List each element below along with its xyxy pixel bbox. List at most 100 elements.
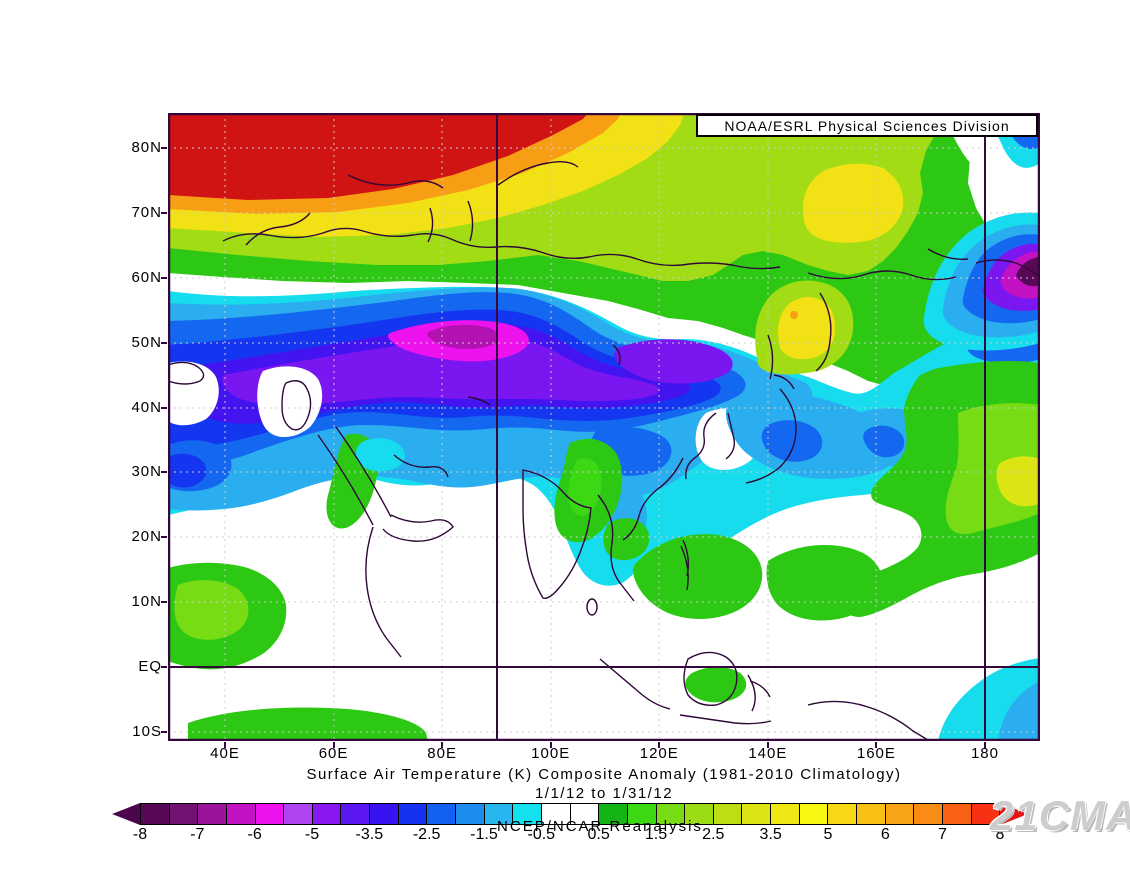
colorbar-label-5: 5 (823, 826, 833, 843)
ytick-mark (161, 601, 167, 604)
colorbar-label--5: -5 (304, 826, 320, 843)
colorbar-cell-22 (771, 804, 800, 824)
colorbar-label-7: 7 (938, 826, 948, 843)
colorbar-cell-7 (341, 804, 371, 824)
anomaly-map (168, 113, 1040, 741)
colorbar-cell-18 (656, 804, 686, 824)
ytick-label-EQ: EQ (138, 658, 162, 676)
alaska-cold-core (923, 212, 1040, 351)
colorbar-cell-24 (828, 804, 858, 824)
ytick-mark (161, 406, 167, 409)
ytick-mark (161, 147, 167, 149)
xtick-label-60E: 60E (318, 745, 349, 762)
colorbar-label--0.5: -0.5 (527, 826, 556, 843)
coastlines (168, 160, 1040, 741)
pacific-warm-blob (841, 361, 1040, 617)
colorbar-cell-9 (398, 804, 428, 824)
grid-lines (168, 113, 1040, 741)
ytick-label-70N: 70N (131, 203, 162, 221)
plot-title: Surface Air Temperature (K) Composite An… (306, 766, 902, 783)
colorbar-label--7: -7 (190, 826, 205, 843)
arabia-cool-patch (356, 438, 406, 472)
map-frame (168, 113, 1040, 741)
reference-lines (168, 113, 1040, 741)
ytick-mark (161, 536, 167, 539)
ytick-mark (161, 341, 167, 344)
colorbar-label--6: -6 (247, 826, 262, 843)
xtick-label-180: 180 (970, 745, 999, 762)
xtick-label-80E: 80E (427, 745, 457, 762)
xtick-mark (658, 742, 661, 748)
colorbar-cell-28 (942, 804, 972, 824)
colorbar-cell-16 (599, 804, 628, 824)
colorbar-cell-21 (742, 804, 772, 824)
colorbar-cell-29 (971, 804, 1000, 824)
xtick-mark (224, 742, 226, 748)
ytick-label-50N: 50N (131, 333, 162, 351)
plot-date-range: 1/1/12 to 1/31/12 (534, 785, 674, 802)
colorbar-cell-10 (427, 804, 457, 824)
colorbar-label-3.5: 3.5 (759, 826, 782, 843)
xtick-mark (875, 742, 878, 748)
colorbar-label-8: 8 (995, 826, 1005, 843)
colorbar-cells (140, 803, 1000, 825)
ytick-mark (161, 471, 167, 474)
colorbar-cell-23 (799, 804, 829, 824)
xtick-mark (766, 742, 769, 748)
colorbar-label-1.5: 1.5 (644, 826, 668, 843)
xtick-mark (332, 742, 335, 748)
colorbar-cell-12 (484, 804, 514, 824)
colorbar-left-arrow-icon (112, 803, 140, 825)
ytick-label-30N: 30N (131, 463, 162, 481)
plot-dataset-label: NCEP/NCAR Reanalysis (497, 818, 703, 835)
xtick-label-160E: 160E (856, 745, 896, 762)
colorbar-cell-5 (284, 804, 313, 824)
colorbar-cell-0 (141, 804, 170, 824)
watermark-21cma: 21CMA (990, 792, 1130, 839)
colorbar-cell-25 (857, 804, 886, 824)
colorbar-label-0.5: 0.5 (587, 826, 610, 843)
colorbar-cell-11 (456, 804, 485, 824)
colorbar-label--2.5: -2.5 (412, 826, 441, 843)
tropical-warm-patches (168, 433, 883, 741)
colorbar-label-2.5: 2.5 (702, 826, 725, 843)
xtick-mark (983, 742, 986, 748)
ytick-mark (161, 730, 167, 733)
colorbar-cell-27 (914, 804, 943, 824)
colorbar-cell-13 (513, 804, 542, 824)
colorbar-right-arrow-icon (1000, 803, 1028, 825)
colorbar-label--1.5: -1.5 (470, 826, 498, 843)
xtick-mark (441, 742, 444, 748)
xtick-label-100E: 100E (531, 745, 571, 762)
ytick-label-10S: 10S (132, 722, 162, 740)
xtick-label-120E: 120E (639, 745, 679, 762)
division-label-box: NOAA/ESRL Physical Sciences Division (696, 114, 1038, 137)
anomaly-map-svg (168, 113, 1040, 741)
ytick-mark (161, 211, 167, 214)
colorbar-cell-2 (198, 804, 227, 824)
colorbar-label--3.5: -3.5 (355, 826, 384, 843)
colorbar-cell-6 (312, 804, 342, 824)
colorbar-cell-4 (255, 804, 285, 824)
colorbar-cell-1 (169, 804, 199, 824)
xtick-label-40E: 40E (210, 745, 240, 762)
ytick-label-20N: 20N (131, 528, 162, 546)
ytick-label-40N: 40N (131, 398, 162, 416)
cold-anomaly-region (168, 286, 1040, 586)
colorbar-cell-15 (570, 804, 600, 824)
colorbar-cell-8 (370, 804, 399, 824)
colorbar-cell-20 (713, 804, 743, 824)
ytick-label-10N: 10N (131, 593, 162, 611)
colorbar-cell-14 (541, 804, 571, 824)
xtick-label-140E: 140E (748, 745, 788, 762)
colorbar-cell-19 (685, 804, 714, 824)
ytick-mark (161, 276, 167, 279)
xtick-mark (549, 742, 552, 748)
colorbar-cell-26 (885, 804, 915, 824)
ytick-label-80N: 80N (131, 139, 162, 156)
division-label: NOAA/ESRL Physical Sciences Division (724, 117, 1010, 134)
dateline-cool-blob (938, 658, 1040, 741)
colorbar-label--8: -8 (132, 826, 148, 843)
ytick-label-60N: 60N (131, 268, 162, 286)
